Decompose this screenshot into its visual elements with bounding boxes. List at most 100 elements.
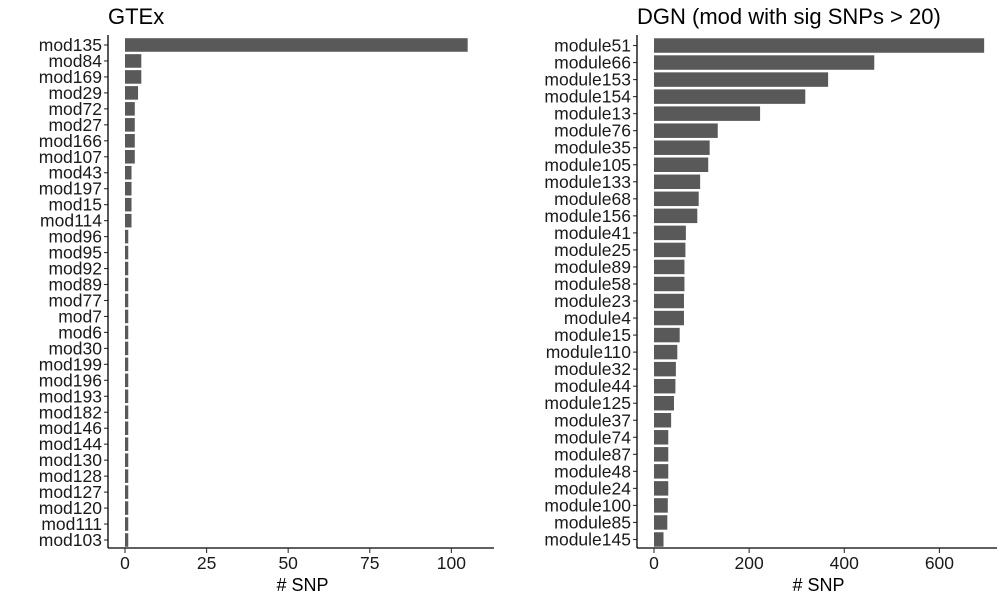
bar-module87	[654, 447, 669, 462]
y-tick-label: module15	[554, 325, 631, 345]
y-tick-label: mod29	[48, 83, 102, 103]
bar-module4	[654, 310, 684, 326]
y-tick-label: module25	[554, 240, 631, 260]
y-tick-label: module105	[544, 155, 631, 175]
bar-mod146	[125, 421, 129, 436]
panel-gtex: GTEx # SNP mod135mod84mod169mod29mod72mo…	[39, 4, 494, 595]
bar-mod120	[125, 501, 129, 515]
bar-mod196	[125, 373, 129, 388]
y-tick-label: mod114	[40, 211, 102, 231]
bar-mod111	[125, 517, 129, 531]
bar-module89	[654, 259, 685, 275]
bar-mod92	[125, 261, 129, 276]
bar-module37	[654, 413, 672, 428]
bar-module145	[654, 532, 664, 547]
y-tick-label: module37	[554, 410, 631, 430]
y-tick-label: module35	[554, 138, 631, 158]
panel-title: DGN (mod with sig SNPs > 20)	[637, 4, 941, 29]
bar-mod6	[125, 325, 129, 340]
bar-mod43	[125, 165, 132, 180]
bar-mod166	[125, 134, 135, 148]
bar-module76	[654, 123, 718, 138]
bar-mod182	[125, 405, 129, 420]
y-tick-label: mod169	[39, 67, 102, 87]
y-tick-label: mod130	[39, 450, 103, 470]
bar-module153	[654, 72, 829, 87]
x-tick-label: 200	[735, 553, 764, 573]
bar-mod30	[125, 341, 129, 356]
y-tick-label: module100	[544, 495, 631, 515]
y-tick-label: module58	[554, 274, 631, 294]
bar-module23	[654, 293, 684, 309]
y-tick-label: module153	[544, 70, 631, 90]
y-tick-label: module68	[554, 189, 631, 209]
bar-mod193	[125, 389, 129, 404]
bar-mod89	[125, 277, 129, 292]
bar-module85	[654, 515, 668, 530]
bar-mod199	[125, 357, 129, 372]
bar-module25	[654, 242, 686, 258]
bar-module133	[654, 174, 701, 190]
y-tick-label: module145	[544, 529, 631, 549]
y-tick-label: mod127	[39, 482, 102, 502]
bar-module105	[654, 157, 709, 172]
bar-module100	[654, 498, 668, 513]
panel-title: GTEx	[108, 4, 164, 29]
y-tick-label: mod146	[39, 418, 102, 438]
y-tick-label: mod103	[39, 530, 102, 550]
x-tick-label: 0	[120, 553, 130, 573]
bar-module125	[654, 395, 674, 411]
bar-module51	[654, 38, 985, 53]
y-tick-label: module87	[554, 444, 631, 464]
y-tick-label: mod199	[39, 354, 102, 374]
bar-mod130	[125, 453, 129, 467]
y-tick-label: module41	[554, 223, 631, 243]
y-tick-label: mod107	[39, 147, 102, 167]
y-tick-label: module110	[546, 342, 632, 362]
bar-mod135	[125, 38, 468, 52]
x-tick-label: 25	[197, 553, 216, 573]
y-tick-label: mod166	[39, 131, 102, 151]
bar-module66	[654, 55, 875, 70]
bar-module15	[654, 327, 680, 343]
y-tick-label: module74	[554, 427, 631, 447]
x-tick-label: 100	[437, 553, 466, 573]
y-tick-label: module23	[554, 291, 631, 311]
y-tick-label: module66	[554, 53, 631, 73]
y-tick-label: mod111	[41, 514, 102, 534]
bar-mod77	[125, 293, 129, 308]
y-tick-label: module125	[544, 393, 631, 413]
x-tick-label: 50	[278, 553, 298, 573]
y-tick-label: mod92	[48, 259, 102, 279]
y-tick-label: mod43	[48, 163, 102, 183]
bar-mod72	[125, 102, 135, 116]
y-tick-label: mod7	[58, 306, 102, 326]
y-tick-label: module44	[554, 376, 631, 396]
y-tick-label: module154	[544, 87, 631, 107]
y-tick-label: mod6	[58, 322, 102, 342]
bar-mod103	[125, 533, 129, 547]
y-tick-label: mod144	[39, 434, 103, 454]
y-tick-label: module133	[544, 172, 631, 192]
y-tick-label: mod95	[48, 243, 102, 263]
x-axis-title: # SNP	[792, 575, 844, 595]
bar-mod107	[125, 149, 135, 164]
x-tick-label: 0	[649, 553, 659, 573]
bar-module24	[654, 481, 669, 496]
bar-mod95	[125, 245, 129, 260]
y-tick-label: mod84	[48, 51, 102, 71]
x-tick-label: 75	[360, 553, 379, 573]
bar-mod169	[125, 70, 142, 84]
bar-mod114	[125, 213, 132, 228]
bar-module58	[654, 276, 685, 292]
y-tick-label: mod196	[39, 370, 102, 390]
bar-mod7	[125, 309, 129, 324]
bar-mod15	[125, 197, 132, 212]
bar-module13	[654, 106, 761, 121]
bar-mod128	[125, 469, 129, 483]
y-tick-label: mod120	[39, 498, 103, 518]
y-tick-label: mod27	[48, 115, 102, 135]
bar-module35	[654, 140, 710, 155]
y-tick-label: module4	[564, 308, 631, 328]
